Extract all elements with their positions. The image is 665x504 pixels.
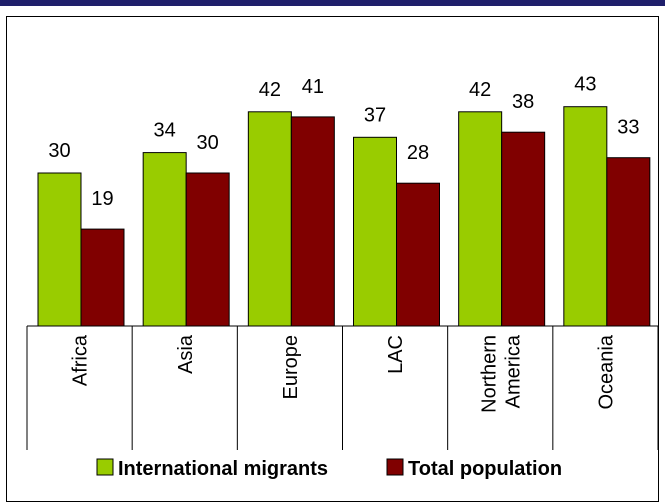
category-label-lac: LAC: [385, 335, 407, 374]
category-label-oceania: Oceania: [595, 334, 617, 409]
data-label-total-population-oceania: 33: [617, 117, 639, 139]
data-label-total-population-asia: 30: [197, 132, 219, 154]
category-label-africa: Africa: [70, 334, 92, 386]
bar-international-migrants-asia: [142, 152, 187, 327]
legend-label-total-population: Total population: [408, 458, 562, 480]
data-label-total-population-lac: 28: [407, 142, 429, 164]
data-label-international-migrants-oceania: 43: [574, 74, 596, 96]
data-label-international-migrants-lac: 37: [364, 104, 386, 126]
legend: International migrants Total population: [96, 458, 562, 480]
bar-total-population-oceania: [606, 157, 651, 327]
data-label-international-migrants-asia: 34: [154, 120, 176, 142]
legend-label-international-migrants: International migrants: [118, 458, 328, 480]
bar-international-migrants-oceania: [563, 106, 608, 327]
bar-international-migrants-lac: [353, 136, 397, 327]
data-label-international-migrants-africa: 30: [48, 140, 70, 162]
bar-total-population-northern-america: [501, 131, 546, 327]
bar-international-migrants-africa: [37, 172, 82, 327]
category-label-northern-america: Northern America: [478, 334, 524, 413]
legend-swatch-international-migrants: [96, 458, 114, 476]
category-label-europe: Europe: [280, 335, 302, 400]
legend-swatch-total-population: [386, 458, 404, 476]
bar-total-population-africa: [80, 228, 125, 327]
category-label-asia: Asia: [175, 334, 197, 374]
bars-group: 30 19 34 30 42 41 37 28 42 38 43 33: [37, 74, 651, 327]
bar-international-migrants-northern-america: [458, 111, 503, 327]
bar-total-population-lac: [396, 182, 440, 327]
data-label-total-population-africa: 19: [91, 188, 113, 210]
data-label-total-population-northern-america: 38: [512, 91, 534, 113]
bar-total-population-asia: [185, 172, 230, 327]
data-label-international-migrants-europe: 42: [259, 79, 281, 101]
top-rule: [0, 0, 665, 6]
bar-international-migrants-europe: [247, 111, 292, 327]
data-label-international-migrants-northern-america: 42: [469, 79, 491, 101]
bar-total-population-europe: [290, 116, 335, 327]
data-label-total-population-europe: 41: [302, 76, 324, 98]
x-axis: Africa Asia Europe LAC Northern America Oceani…: [26, 325, 659, 450]
